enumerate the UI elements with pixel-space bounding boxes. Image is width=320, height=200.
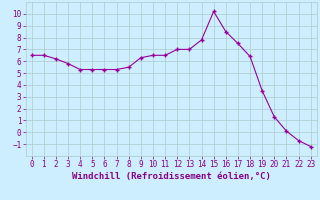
X-axis label: Windchill (Refroidissement éolien,°C): Windchill (Refroidissement éolien,°C) xyxy=(72,172,271,181)
